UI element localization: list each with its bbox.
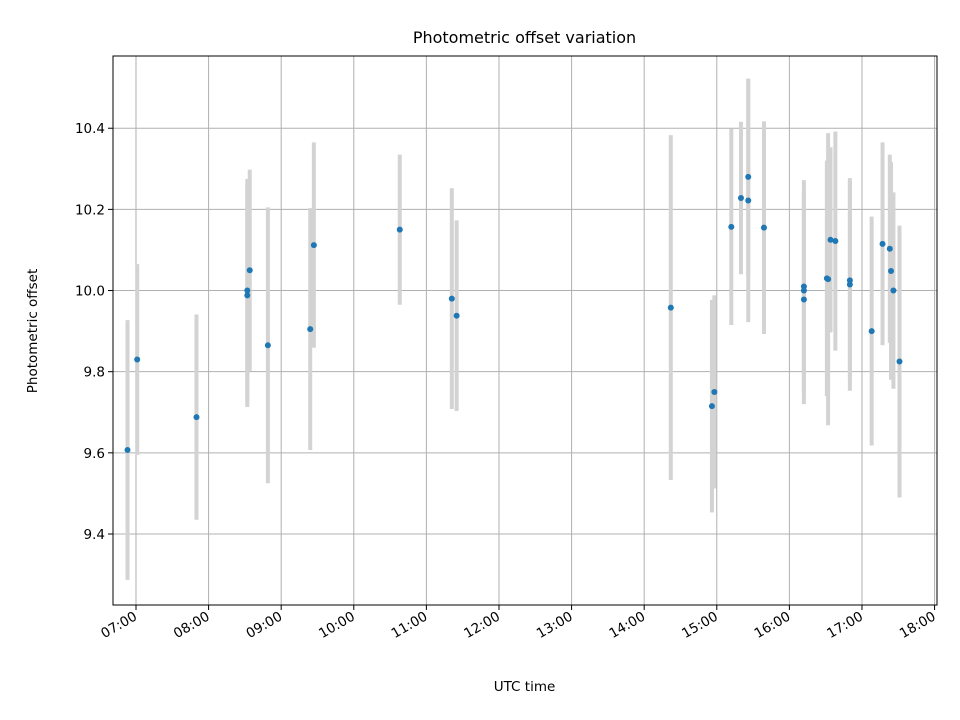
y-axis-label: Photometric offset bbox=[25, 269, 41, 393]
y-tick-label: 10.4 bbox=[75, 121, 105, 137]
data-point bbox=[124, 446, 131, 453]
data-point bbox=[825, 276, 832, 283]
data-point bbox=[832, 238, 839, 245]
y-tick-label: 9.4 bbox=[84, 527, 105, 543]
data-point bbox=[745, 197, 752, 204]
data-point bbox=[307, 326, 314, 333]
y-tick-label: 10.0 bbox=[75, 284, 105, 300]
data-point bbox=[310, 242, 317, 249]
data-point bbox=[760, 224, 767, 231]
data-point bbox=[244, 287, 251, 294]
data-point bbox=[827, 236, 834, 243]
data-point bbox=[264, 342, 271, 349]
data-point bbox=[737, 195, 744, 202]
plot-frame bbox=[112, 55, 938, 606]
data-point bbox=[448, 295, 455, 302]
data-point bbox=[886, 245, 893, 252]
x-axis-label: UTC time bbox=[494, 679, 556, 695]
data-point bbox=[396, 226, 403, 233]
data-point bbox=[879, 240, 886, 247]
data-point bbox=[868, 328, 875, 335]
data-point bbox=[745, 173, 752, 180]
y-tick-label: 9.8 bbox=[84, 365, 105, 381]
data-point bbox=[800, 296, 807, 303]
data-point bbox=[708, 403, 715, 410]
data-point bbox=[846, 281, 853, 288]
data-point bbox=[244, 292, 251, 299]
data-point bbox=[890, 287, 897, 294]
data-point bbox=[888, 268, 895, 275]
data-point bbox=[134, 356, 141, 363]
data-point bbox=[896, 358, 903, 365]
data-point bbox=[728, 223, 735, 230]
y-tick-label: 9.6 bbox=[84, 446, 105, 462]
data-point bbox=[667, 304, 674, 311]
data-point bbox=[711, 388, 718, 395]
data-point bbox=[246, 267, 253, 274]
data-point bbox=[193, 414, 200, 421]
y-tick-label: 10.2 bbox=[75, 202, 105, 218]
data-point bbox=[800, 287, 807, 294]
chart-title: Photometric offset variation bbox=[413, 28, 636, 47]
data-point bbox=[453, 312, 460, 319]
